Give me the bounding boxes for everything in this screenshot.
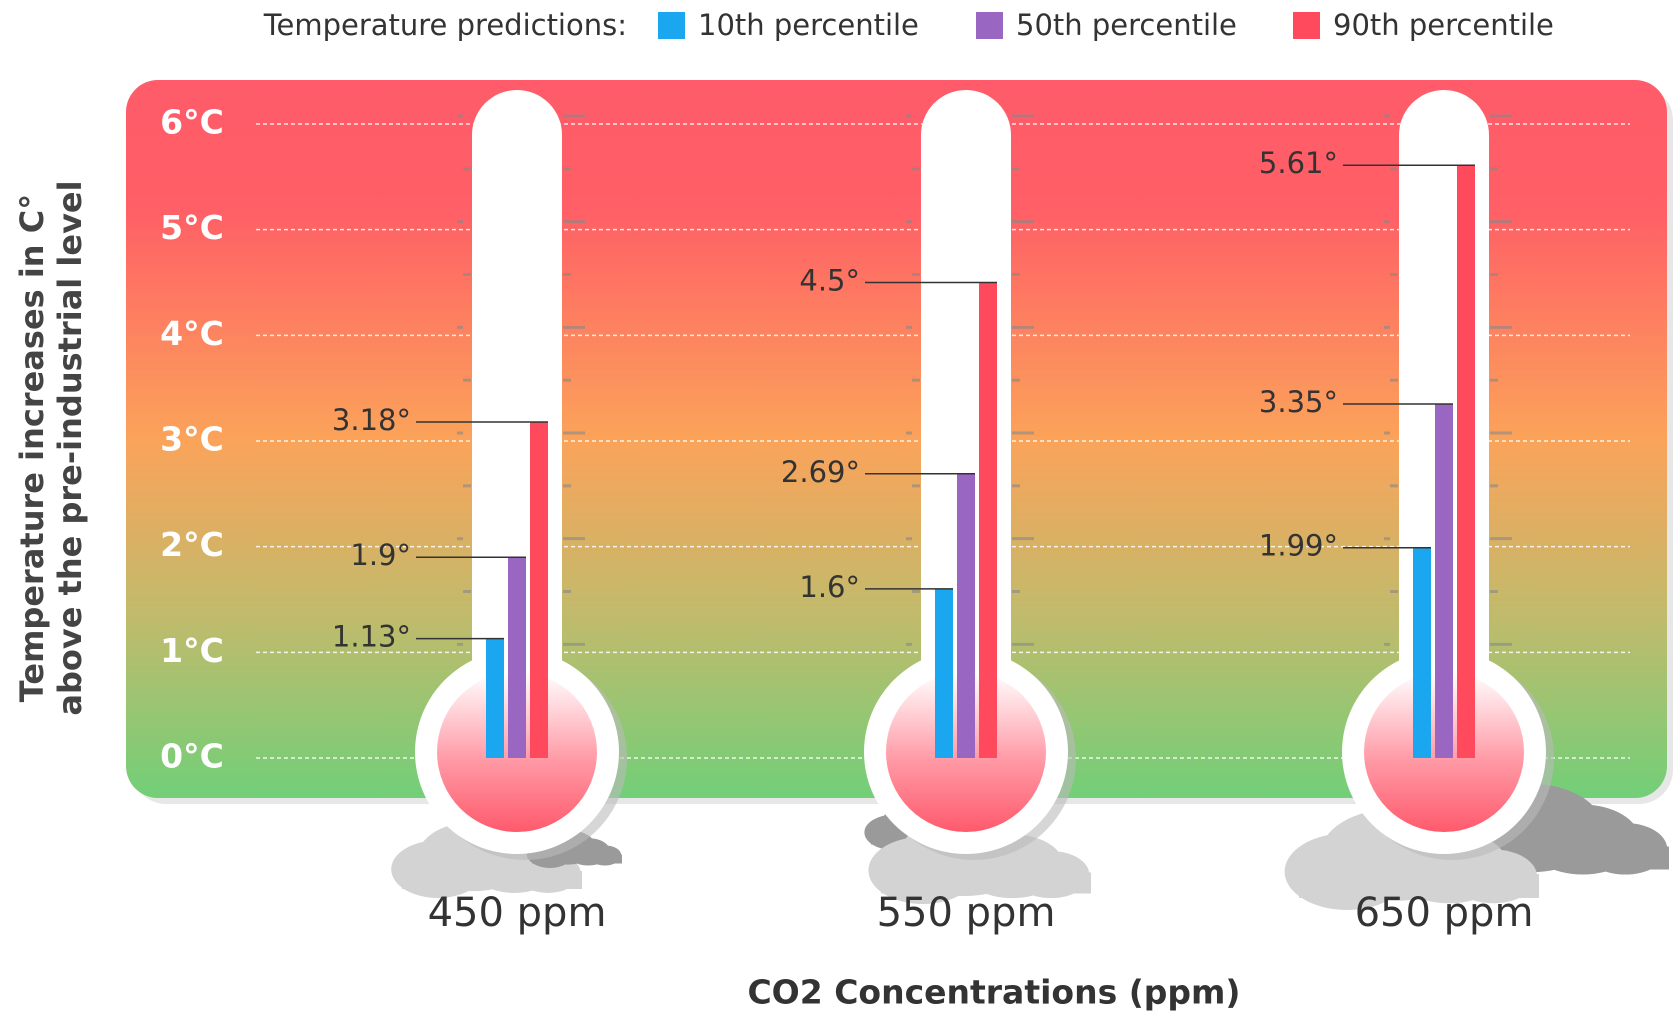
x-tick-label: 450 ppm: [428, 890, 607, 936]
y-tick-label: 4°C: [160, 314, 224, 353]
bar: [1457, 165, 1475, 758]
x-tick-label: 650 ppm: [1355, 890, 1534, 936]
value-label: 1.6°: [799, 570, 860, 604]
chart: 1.13° 1.6° 1.99° 1.9° 2.69° 3.35° 3.18° 4.5° 5.6…: [0, 0, 1673, 1017]
y-axis-title: above the pre-industrial level: [51, 180, 89, 715]
legend-label: 90th percentile: [1333, 8, 1554, 42]
legend-label: 50th percentile: [1016, 8, 1237, 42]
value-label: 4.5°: [799, 264, 860, 298]
value-label: 1.13°: [332, 620, 411, 654]
y-axis-title: Temperature increases in C°: [13, 194, 51, 702]
bar: [486, 639, 504, 758]
legend-swatch: [1293, 12, 1320, 39]
value-label: 5.61°: [1259, 146, 1338, 180]
y-tick-label: 2°C: [160, 525, 224, 564]
legend-swatch: [976, 12, 1003, 39]
bar: [530, 422, 548, 758]
x-tick-label: 550 ppm: [877, 890, 1056, 936]
value-label: 3.18°: [332, 403, 411, 437]
smoke-cloud: [402, 871, 582, 889]
legend-label: 10th percentile: [698, 8, 919, 42]
y-tick-label: 5°C: [160, 208, 224, 247]
value-label: 2.69°: [781, 455, 860, 489]
value-label: 1.9°: [350, 538, 411, 572]
bar: [1413, 548, 1431, 758]
y-tick-label: 3°C: [160, 420, 224, 459]
value-label: 3.35°: [1259, 385, 1338, 419]
bar: [508, 557, 526, 758]
value-label: 1.99°: [1259, 529, 1338, 563]
x-axis-title: CO2 Concentrations (ppm): [747, 973, 1240, 1012]
y-tick-label: 0°C: [160, 737, 224, 776]
bar: [979, 283, 997, 759]
bar: [935, 589, 953, 758]
bar: [957, 474, 975, 758]
legend-title: Temperature predictions:: [263, 8, 627, 42]
y-tick-label: 6°C: [160, 103, 224, 142]
legend-swatch: [658, 12, 685, 39]
y-tick-label: 1°C: [160, 631, 224, 670]
bar: [1435, 404, 1453, 758]
